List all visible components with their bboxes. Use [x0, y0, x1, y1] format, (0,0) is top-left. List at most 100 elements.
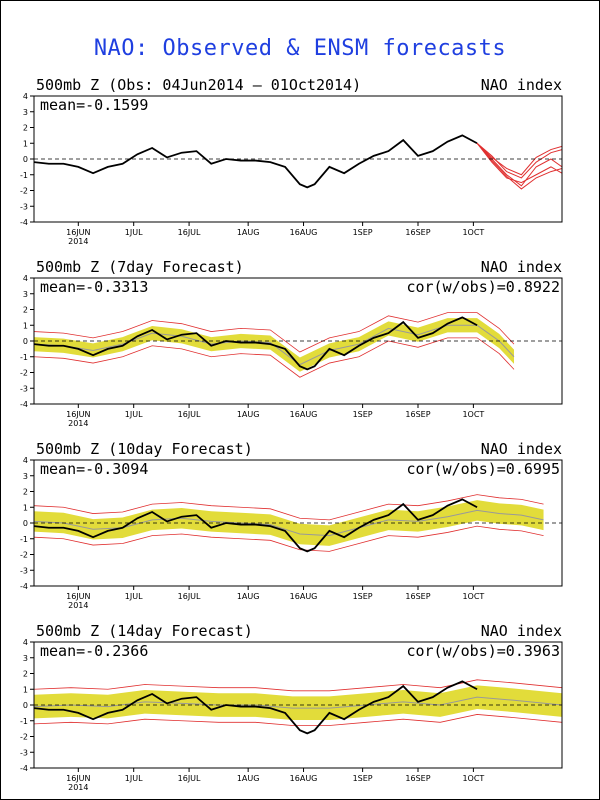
y-tick-label: 2 [23, 488, 28, 497]
x-tick-label: 1AUG [237, 228, 260, 237]
x-tick-label: 1SEP [353, 592, 373, 601]
x-tick-label: 16JUN [66, 410, 90, 419]
panel-right-label: NAO index [481, 440, 562, 458]
y-tick-label: 3 [23, 108, 28, 117]
panel-right-label: NAO index [481, 622, 562, 640]
x-tick-label: 16JUN [66, 592, 90, 601]
observed-line [34, 680, 478, 735]
correlation-label: cor(w/obs)=0.6995 [406, 460, 560, 478]
y-tick-label: -2 [20, 733, 28, 742]
forecast-member-line [476, 142, 562, 179]
x-tick-label: 16AUG [290, 774, 318, 783]
mean-label-bg [37, 280, 167, 296]
y-tick-label: 0 [23, 701, 28, 710]
panel-title: 500mb Z (7day Forecast) [36, 258, 244, 276]
y-tick-label: 2 [23, 306, 28, 315]
y-tick-label: -3 [20, 202, 28, 211]
x-tick-label: 16JUL [178, 410, 201, 419]
x-tick-label: 1AUG [237, 592, 260, 601]
y-tick-label: -4 [20, 764, 28, 773]
y-tick-label: 4 [23, 274, 28, 283]
x-tick-label: 1JUL [125, 410, 143, 419]
mean-label: mean=-0.2366 [40, 642, 148, 660]
ensemble-mean-line [34, 324, 515, 366]
cor-label-bg [402, 462, 559, 478]
y-tick-label: 4 [23, 638, 28, 647]
y-tick-label: 1 [23, 321, 28, 330]
member-envelope-line [34, 714, 562, 726]
x-tick-label: 16JUL [178, 592, 201, 601]
y-tick-label: 1 [23, 503, 28, 512]
cor-label-bg [402, 644, 559, 660]
x-tick-label: 1AUG [237, 774, 260, 783]
panel-3: 500mb Z (10day Forecast) NAO index 4 3 2 1 0 -1… [20, 440, 563, 610]
x-tick-label: 16JUL [178, 774, 201, 783]
x-tick-label: 1AUG [237, 410, 260, 419]
y-tick-label: -1 [20, 353, 28, 362]
correlation-label: cor(w/obs)=0.3963 [406, 642, 560, 660]
x-tick-label: 1OCT [462, 592, 484, 601]
x-tick-label: 1SEP [353, 228, 373, 237]
panel-title: 500mb Z (14day Forecast) [36, 622, 253, 640]
member-envelope-line [34, 312, 515, 353]
y-tick-label: -2 [20, 551, 28, 560]
cor-label-bg [402, 280, 559, 296]
panel-1: 500mb Z (Obs: 04Jun2014 – 01Oct2014) NAO … [20, 76, 563, 246]
y-tick-label: -2 [20, 187, 28, 196]
y-tick-label: 0 [23, 519, 28, 528]
panel-title: 500mb Z (10day Forecast) [36, 440, 253, 458]
x-tick-label: 16AUG [290, 410, 318, 419]
x-tick-label: 1OCT [462, 410, 484, 419]
x-tick-label: 1OCT [462, 774, 484, 783]
x-year-label: 2014 [68, 237, 88, 246]
y-tick-label: 4 [23, 456, 28, 465]
correlation-label: cor(w/obs)=0.8922 [406, 278, 560, 296]
y-tick-label: 0 [23, 337, 28, 346]
plot-area [34, 679, 562, 735]
x-tick-label: 1JUL [125, 774, 143, 783]
y-tick-label: -1 [20, 171, 28, 180]
y-tick-label: 2 [23, 670, 28, 679]
x-year-label: 2014 [68, 419, 88, 428]
y-tick-label: -4 [20, 218, 28, 227]
y-tick-label: 3 [23, 290, 28, 299]
mean-label-bg [37, 98, 167, 114]
x-tick-label: 16AUG [290, 592, 318, 601]
mean-label: mean=-0.3094 [40, 460, 148, 478]
member-envelope-line [34, 525, 544, 552]
x-tick-label: 16JUN [66, 228, 90, 237]
panel-4: 500mb Z (14day Forecast) NAO index 4 3 2 1 0 -1… [20, 622, 563, 792]
panel-right-label: NAO index [481, 76, 562, 94]
member-envelope-line [34, 337, 515, 378]
plot-area [34, 312, 515, 378]
member-envelope-line [34, 494, 544, 521]
y-tick-label: 1 [23, 685, 28, 694]
mean-label-bg [37, 644, 167, 660]
forecast-member-line [476, 142, 562, 176]
y-tick-label: -3 [20, 748, 28, 757]
x-tick-label: 16SEP [405, 774, 430, 783]
forecast-member-line [476, 142, 562, 187]
y-tick-label: 0 [23, 155, 28, 164]
y-tick-label: -1 [20, 535, 28, 544]
spread-band [34, 685, 562, 720]
y-tick-label: 2 [23, 124, 28, 133]
figure-title: NAO: Observed & ENSM forecasts [93, 36, 507, 61]
y-tick-label: -3 [20, 384, 28, 393]
x-tick-label: 1OCT [462, 228, 484, 237]
plot-area [34, 134, 562, 190]
mean-label-bg [37, 462, 167, 478]
x-tick-label: 16JUN [66, 774, 90, 783]
y-tick-label: 1 [23, 139, 28, 148]
x-tick-label: 1SEP [353, 774, 373, 783]
observed-line [34, 134, 478, 189]
x-tick-label: 16JUL [178, 228, 201, 237]
y-tick-label: -1 [20, 717, 28, 726]
y-tick-label: 3 [23, 472, 28, 481]
y-tick-label: -4 [20, 400, 28, 409]
observed-line [34, 316, 478, 371]
x-tick-label: 16AUG [290, 228, 318, 237]
x-tick-label: 1JUL [125, 592, 143, 601]
panel-right-label: NAO index [481, 258, 562, 276]
